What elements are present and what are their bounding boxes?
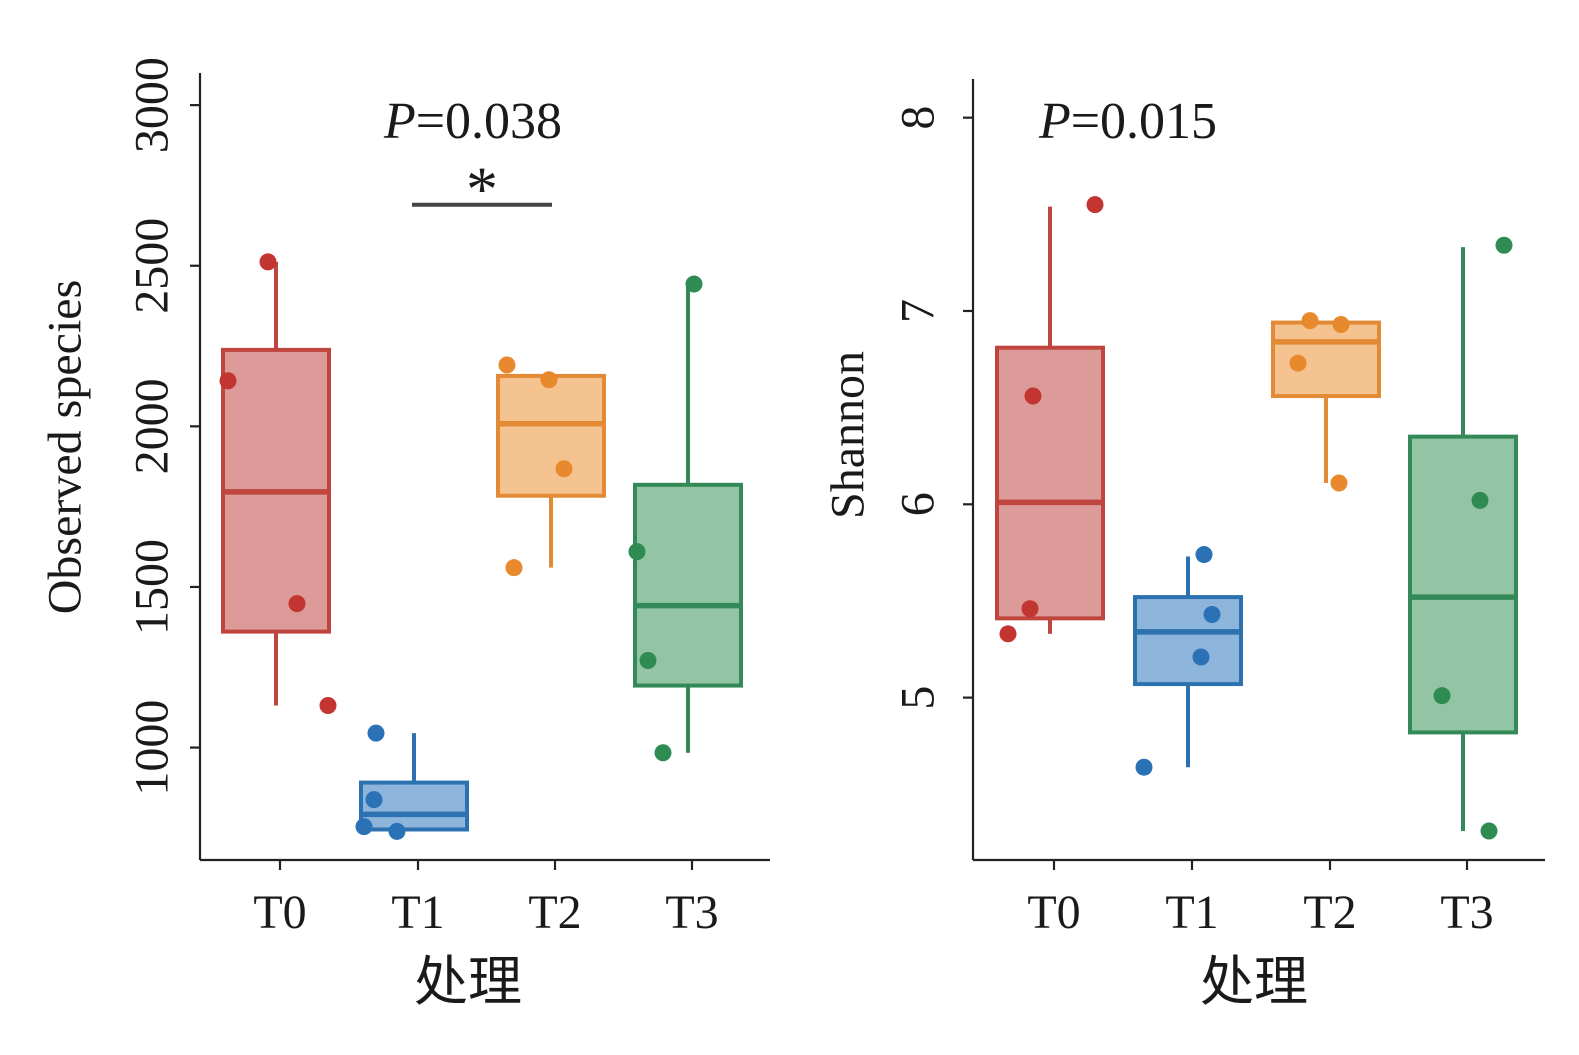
box-t0 — [995, 196, 1105, 643]
data-point — [259, 253, 277, 271]
x-tick-label-t2: T2 — [528, 886, 581, 939]
y-axis-label: Observed species — [39, 280, 92, 615]
y-tick-label: 1000 — [126, 700, 179, 796]
data-point — [388, 822, 406, 840]
x-tick-label-t0: T0 — [253, 886, 306, 939]
p-symbol: P — [383, 93, 416, 150]
x-tick-label-t3: T3 — [1440, 886, 1493, 939]
y-axis-label: Shannon — [822, 351, 875, 519]
data-point — [288, 595, 306, 613]
data-point — [1024, 387, 1042, 405]
data-point — [1480, 822, 1498, 840]
data-point — [685, 275, 703, 293]
box-body — [496, 373, 606, 498]
box-body — [633, 482, 743, 688]
y-tick-label: 3000 — [126, 57, 179, 153]
box-t0 — [219, 253, 337, 714]
axes: 5 6 7 8 T0 T1 T2 T3 — [892, 79, 1545, 939]
p-value-annotation: P=0.015 — [1038, 93, 1217, 150]
x-axis-label: 处理 — [1200, 952, 1308, 1012]
data-point — [355, 818, 373, 836]
data-point — [1332, 316, 1350, 334]
data-point — [555, 460, 573, 478]
x-tick-label-t3: T3 — [665, 886, 718, 939]
data-point — [319, 696, 337, 714]
data-point — [628, 543, 646, 561]
y-tick-label: 2500 — [126, 218, 179, 314]
shannon-panel: Shannon 处理 P=0.015 5 6 7 8 T0 T1 T2 T3 — [822, 79, 1545, 1012]
p-value-text: =0.038 — [416, 93, 562, 150]
y-tick-label: 8 — [892, 106, 945, 130]
observed-species-panel: Observed species 处理 P=0.038 1000 1500 2000… — [39, 57, 770, 1012]
box-t3 — [1408, 236, 1518, 840]
p-value-annotation: P=0.038 — [383, 93, 562, 150]
significance-marker: * — [412, 154, 552, 225]
box-t1 — [355, 724, 469, 840]
x-axis-label: 处理 — [414, 952, 522, 1012]
data-point — [1192, 648, 1210, 666]
x-tick-label-t1: T1 — [1165, 886, 1218, 939]
x-tick-label-t0: T0 — [1027, 886, 1080, 939]
data-point — [498, 356, 516, 374]
data-point — [1471, 491, 1489, 509]
data-point — [540, 371, 558, 389]
data-point — [1301, 312, 1319, 330]
data-point — [1203, 605, 1221, 623]
box-t1 — [1133, 546, 1243, 776]
data-point — [1195, 546, 1213, 564]
significance-star: * — [466, 154, 498, 225]
box-t3 — [628, 275, 743, 762]
data-point — [1021, 600, 1039, 618]
data-point — [367, 724, 385, 742]
box-body — [1408, 434, 1518, 735]
data-point — [1086, 196, 1104, 214]
y-tick-label: 6 — [892, 492, 945, 516]
data-point — [1330, 474, 1348, 492]
x-tick-label-t1: T1 — [391, 886, 444, 939]
box-body — [1271, 320, 1381, 399]
data-point — [1135, 758, 1153, 776]
data-point — [219, 372, 237, 390]
data-point — [505, 559, 523, 577]
data-point — [1495, 236, 1513, 254]
data-point — [1289, 354, 1307, 372]
data-point — [654, 744, 672, 762]
y-tick-label: 7 — [892, 299, 945, 323]
p-symbol: P — [1038, 93, 1071, 150]
p-value-text: =0.015 — [1071, 93, 1217, 150]
box-body — [995, 345, 1105, 621]
box-t2 — [1271, 312, 1381, 492]
data-point — [365, 791, 383, 809]
axes: 1000 1500 2000 2500 3000 T0 T1 T2 T3 — [126, 57, 770, 939]
data-point — [999, 625, 1017, 643]
y-tick-label: 2000 — [126, 378, 179, 474]
data-point — [639, 652, 657, 670]
box-body — [1133, 595, 1243, 687]
y-tick-label: 1500 — [126, 539, 179, 635]
data-point — [1433, 687, 1451, 705]
x-tick-label-t2: T2 — [1303, 886, 1356, 939]
y-tick-label: 5 — [892, 686, 945, 710]
box-t2 — [496, 356, 606, 577]
